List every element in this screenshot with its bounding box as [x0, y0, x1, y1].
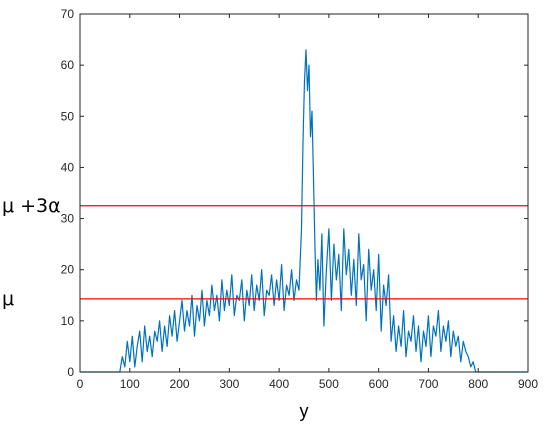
x-axis-title: y	[300, 401, 309, 421]
x-tick-label: 400	[269, 377, 289, 391]
x-tick-label: 700	[418, 377, 438, 391]
plot-frame	[79, 13, 529, 373]
y-tick-label: 0	[67, 365, 74, 379]
x-axis-ticks: 0 100 200 300 400 500 600 700 800 900	[77, 14, 538, 391]
x-tick-label: 600	[369, 377, 389, 391]
y-tick-label: 70	[61, 7, 75, 21]
y-tick-label: 20	[61, 263, 75, 277]
y-axis-ticks: 0 10 20 30 40 50 60 70	[61, 7, 528, 379]
reference-labels: μ +3α μ	[2, 195, 61, 310]
series-line-0	[80, 49, 528, 373]
y-tick-label: 30	[61, 212, 75, 226]
x-tick-label: 500	[319, 377, 339, 391]
x-tick-label: 900	[518, 377, 538, 391]
reference-lines	[80, 205, 528, 300]
x-tick-label: 300	[219, 377, 239, 391]
series-layer	[80, 49, 528, 373]
reference-label-0: μ +3α	[2, 195, 61, 217]
y-tick-label: 60	[61, 58, 75, 72]
reference-label-1: μ	[2, 288, 14, 310]
y-tick-label: 50	[61, 109, 75, 123]
plot-background	[80, 14, 528, 372]
x-tick-label: 800	[468, 377, 488, 391]
y-tick-label: 10	[61, 314, 75, 328]
y-tick-label: 40	[61, 160, 75, 174]
x-tick-label: 200	[170, 377, 190, 391]
x-tick-label: 100	[120, 377, 140, 391]
x-tick-label: 0	[77, 377, 84, 391]
